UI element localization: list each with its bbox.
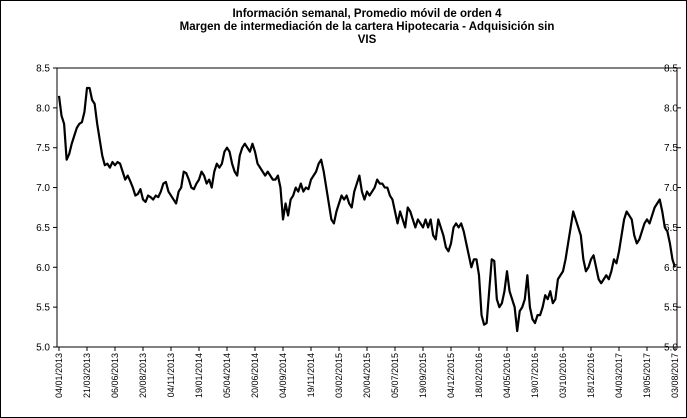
x-tick-label: 05/04/2014 xyxy=(222,353,232,398)
x-tick-label: 19/11/2014 xyxy=(306,353,316,397)
y-tick-label: 8.5 xyxy=(36,64,50,75)
y2-tick-label: 7.5 xyxy=(664,143,678,154)
chart-title: Información semanal, Promedio móvil de o… xyxy=(232,8,502,20)
x-tick-label: 04/11/2013 xyxy=(166,353,176,397)
y-tick-label: 7.0 xyxy=(36,183,50,194)
x-tick-label: 19/09/2015 xyxy=(418,353,428,398)
x-tick-label: 18/02/2016 xyxy=(474,353,484,398)
y2-tick-label: 6.5 xyxy=(664,223,678,234)
y2-tick-label: 7.0 xyxy=(664,183,678,194)
y2-tick-label: 5.0 xyxy=(664,343,678,354)
y2-tick-label: 8.5 xyxy=(664,64,678,75)
x-tick-label: 05/07/2015 xyxy=(390,353,400,398)
x-tick-label: 20/06/2014 xyxy=(250,353,260,398)
y-tick-label: 5.0 xyxy=(36,343,50,354)
x-tick-label: 03/08/2017 xyxy=(670,353,680,398)
x-tick-label: 03/10/2016 xyxy=(558,353,568,398)
x-tick-label: 04/05/2016 xyxy=(502,353,512,398)
x-tick-label: 04/01/2013 xyxy=(54,353,64,398)
x-tick-label: 20/04/2015 xyxy=(362,353,372,398)
x-tick-label: 19/01/2014 xyxy=(194,353,204,398)
x-tick-label: 19/05/2017 xyxy=(642,353,652,398)
x-tick-label: 03/02/2015 xyxy=(334,353,344,398)
y-tick-label: 8.0 xyxy=(36,103,50,114)
x-tick-label: 20/08/2013 xyxy=(138,353,148,398)
y2-tick-label: 5.5 xyxy=(664,303,678,314)
chart-title: VIS xyxy=(358,34,377,46)
y-tick-label: 5.5 xyxy=(36,303,50,314)
x-tick-label: 04/09/2014 xyxy=(278,353,288,398)
x-tick-label: 18/12/2016 xyxy=(586,353,596,398)
x-tick-label: 04/03/2017 xyxy=(614,353,624,398)
y2-tick-label: 8.0 xyxy=(664,103,678,114)
x-tick-label: 04/12/2015 xyxy=(446,353,456,398)
x-tick-label: 19/07/2016 xyxy=(530,353,540,398)
chart-title: Margen de intermediación de la cartera H… xyxy=(180,21,555,33)
x-tick-label: 21/03/2013 xyxy=(82,353,92,398)
y-tick-label: 6.5 xyxy=(36,223,50,234)
series-line xyxy=(57,86,677,333)
y-tick-label: 6.0 xyxy=(36,263,50,274)
y2-tick-label: 6.0 xyxy=(664,263,678,274)
y-tick-label: 7.5 xyxy=(36,143,50,154)
x-tick-label: 06/06/2013 xyxy=(110,353,120,398)
